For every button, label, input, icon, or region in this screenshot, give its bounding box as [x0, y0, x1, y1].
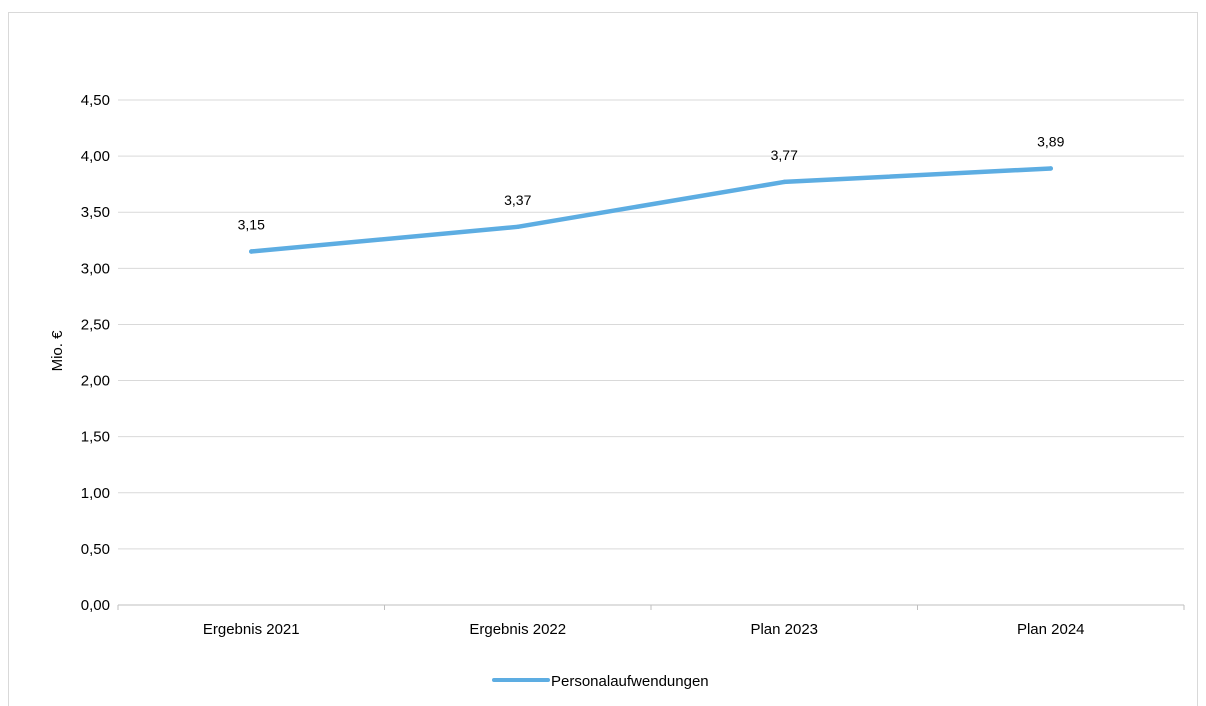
x-tick-label: Plan 2024 — [1017, 621, 1085, 638]
data-point[interactable] — [249, 249, 254, 254]
data-point[interactable] — [515, 224, 520, 230]
y-tick-label: 1,00 — [81, 485, 110, 502]
y-tick-label: 2,00 — [81, 373, 110, 390]
x-tick-label: Plan 2023 — [750, 621, 818, 638]
y-tick-label: 4,50 — [81, 92, 110, 109]
y-tick-label: 3,50 — [81, 204, 110, 221]
data-label: 3,77 — [771, 147, 798, 163]
series-layer — [249, 166, 1053, 254]
data-point[interactable] — [1048, 166, 1053, 171]
y-tick-label: 0,50 — [81, 541, 110, 558]
x-tick-label: Ergebnis 2022 — [469, 621, 566, 638]
data-point[interactable] — [782, 179, 787, 185]
y-tick-label: 3,00 — [81, 260, 110, 277]
series-line-personalaufwendungen[interactable] — [249, 166, 1053, 254]
data-label: 3,89 — [1037, 133, 1064, 149]
legend-label-personalaufwendungen: Personalaufwendungen — [551, 673, 709, 690]
y-axis-ticks: 0,00 0,50 1,00 1,50 2,00 2,50 3,00 3,50 4,00 4,50 — [81, 92, 110, 614]
y-tick-label: 0,00 — [81, 597, 110, 614]
y-tick-label: 2,50 — [81, 316, 110, 333]
x-tick-label: Ergebnis 2021 — [203, 621, 300, 638]
data-label: 3,15 — [238, 217, 265, 233]
y-axis-title: Mio. € — [49, 330, 66, 372]
data-label: 3,37 — [504, 192, 531, 208]
x-axis-ticks: Ergebnis 2021 Ergebnis 2022 Plan 2023 Plan … — [117, 605, 1185, 638]
y-tick-label: 1,50 — [81, 429, 110, 446]
legend[interactable]: Personalaufwendungen — [492, 673, 709, 690]
chart-area — [8, 12, 1198, 706]
data-labels: 3,15 3,37 3,77 3,89 — [238, 133, 1065, 232]
y-tick-label: 4,00 — [81, 148, 110, 165]
gridlines — [118, 99, 1184, 606]
